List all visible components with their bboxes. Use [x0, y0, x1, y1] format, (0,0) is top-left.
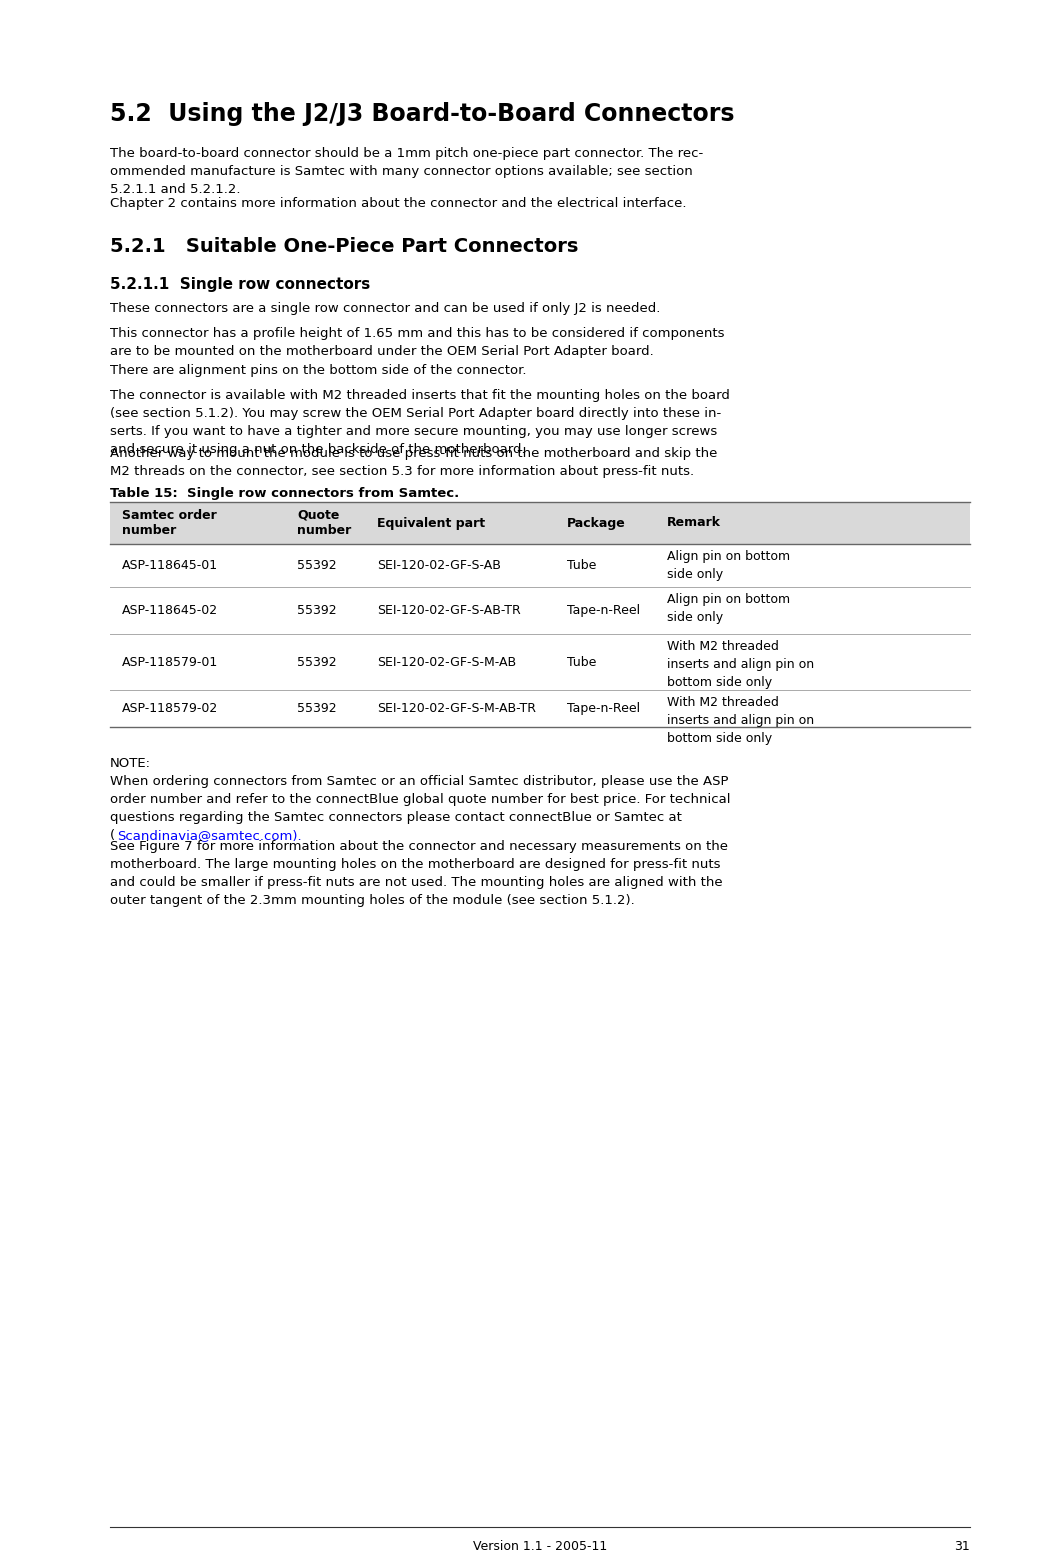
- Text: The connector is available with M2 threaded inserts that fit the mounting holes : The connector is available with M2 threa…: [110, 389, 729, 456]
- Text: SEI-120-02-GF-S-M-AB-TR: SEI-120-02-GF-S-M-AB-TR: [377, 701, 536, 715]
- Text: SEI-120-02-GF-S-AB: SEI-120-02-GF-S-AB: [377, 559, 501, 572]
- Text: SEI-120-02-GF-S-AB-TR: SEI-120-02-GF-S-AB-TR: [377, 604, 521, 617]
- Text: Tube: Tube: [567, 656, 596, 669]
- Text: SEI-120-02-GF-S-M-AB: SEI-120-02-GF-S-M-AB: [377, 656, 516, 669]
- Text: This connector has a profile height of 1.65 mm and this has to be considered if : This connector has a profile height of 1…: [110, 326, 724, 358]
- Text: ASP-118579-01: ASP-118579-01: [122, 656, 218, 669]
- Text: Scandinavia@samtec.com).: Scandinavia@samtec.com).: [117, 829, 301, 842]
- Text: See Figure 7 for more information about the connector and necessary measurements: See Figure 7 for more information about …: [110, 840, 728, 908]
- Text: 55392: 55392: [297, 656, 337, 669]
- Text: Samtec order
number: Samtec order number: [122, 509, 217, 537]
- Text: NOTE:
When ordering connectors from Samtec or an official Samtec distributor, pl: NOTE: When ordering connectors from Samt…: [110, 758, 730, 825]
- Text: 5.2.1.1  Single row connectors: 5.2.1.1 Single row connectors: [110, 276, 370, 292]
- Text: Remark: Remark: [667, 517, 721, 530]
- Text: Chapter 2 contains more information about the connector and the electrical inter: Chapter 2 contains more information abou…: [110, 197, 687, 209]
- Text: ASP-118645-01: ASP-118645-01: [122, 559, 218, 572]
- Text: Tape-n-Reel: Tape-n-Reel: [567, 604, 640, 617]
- Text: Quote
number: Quote number: [297, 509, 351, 537]
- Text: ASP-118645-02: ASP-118645-02: [122, 604, 218, 617]
- Text: Table 15:  Single row connectors from Samtec.: Table 15: Single row connectors from Sam…: [110, 487, 459, 500]
- Text: Equivalent part: Equivalent part: [377, 517, 485, 530]
- Text: The board-to-board connector should be a 1mm pitch one-piece part connector. The: The board-to-board connector should be a…: [110, 147, 703, 195]
- Text: With M2 threaded
inserts and align pin on
bottom side only: With M2 threaded inserts and align pin o…: [667, 697, 815, 745]
- Text: 55392: 55392: [297, 604, 337, 617]
- Text: Align pin on bottom
side only: Align pin on bottom side only: [667, 594, 790, 623]
- Text: (: (: [110, 829, 115, 842]
- Text: ASP-118579-02: ASP-118579-02: [122, 701, 218, 715]
- Text: Tape-n-Reel: Tape-n-Reel: [567, 701, 640, 715]
- Text: Package: Package: [567, 517, 625, 530]
- Text: Align pin on bottom
side only: Align pin on bottom side only: [667, 550, 790, 581]
- Text: 5.2  Using the J2/J3 Board-to-Board Connectors: 5.2 Using the J2/J3 Board-to-Board Conne…: [110, 102, 735, 127]
- Text: These connectors are a single row connector and can be used if only J2 is needed: These connectors are a single row connec…: [110, 301, 661, 316]
- Text: 5.2.1   Suitable One-Piece Part Connectors: 5.2.1 Suitable One-Piece Part Connectors: [110, 237, 579, 256]
- Text: 55392: 55392: [297, 559, 337, 572]
- Text: With M2 threaded
inserts and align pin on
bottom side only: With M2 threaded inserts and align pin o…: [667, 640, 815, 689]
- Text: Tube: Tube: [567, 559, 596, 572]
- Bar: [110, 501, 970, 544]
- Text: 31: 31: [954, 1540, 970, 1553]
- Text: Another way to mount the module is to use press-fit nuts on the motherboard and : Another way to mount the module is to us…: [110, 447, 717, 478]
- Text: Version 1.1 - 2005-11: Version 1.1 - 2005-11: [473, 1540, 607, 1553]
- Text: 55392: 55392: [297, 701, 337, 715]
- Text: There are alignment pins on the bottom side of the connector.: There are alignment pins on the bottom s…: [110, 364, 527, 376]
